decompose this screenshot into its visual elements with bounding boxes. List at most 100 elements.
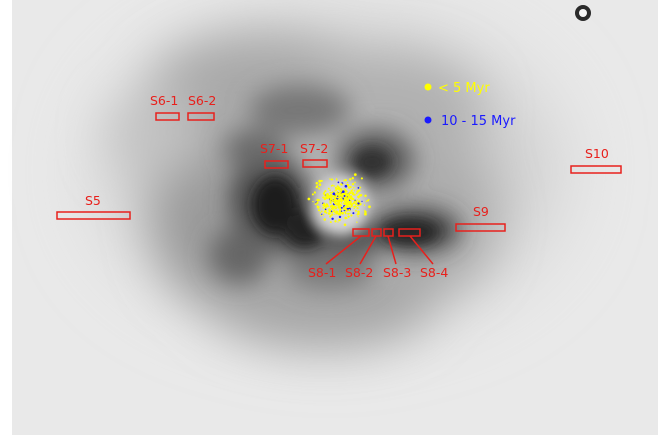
star-dot [317,209,321,212]
star-dot [357,202,360,205]
star-dot [335,199,338,202]
star-dot [353,200,356,202]
star-dot [353,173,357,176]
star-dot [333,209,336,211]
star-dot [315,181,319,185]
star-dot [326,192,328,195]
star-dot [350,214,353,217]
star-dot [349,191,352,194]
star-dot [334,187,338,190]
slit-s10 [570,165,622,174]
star-dot [343,197,347,200]
star-dot [348,209,351,212]
star-dot [340,202,343,204]
star-cluster [307,173,371,226]
star-dot [330,185,333,187]
star-dot [343,179,345,182]
star-dot [343,202,346,205]
star-dot [338,200,341,203]
star-dot [315,185,318,189]
star-dot [334,207,338,210]
star-dot [351,204,353,207]
star-dot [330,193,332,196]
star-dot [313,191,316,194]
star-dot [329,195,333,199]
label-s7-1: S7-1 [260,141,288,156]
star-dot [356,213,359,216]
star-dot [331,217,334,221]
star-dot [348,201,350,203]
star-dot [307,197,311,201]
star-dot [327,212,331,215]
star-dot [357,216,359,218]
star-dot [334,190,336,192]
star-dot [351,177,354,180]
star-dot [337,204,339,206]
star-dot [322,206,324,209]
star-dot [333,206,335,209]
star-dot [347,186,351,189]
star-dot [357,196,360,199]
star-dot [344,212,347,215]
star-dot [347,193,349,196]
star-dot [331,199,334,202]
star-dot [323,210,327,213]
label-s8-1: S8-1 [308,265,336,280]
star-dot [355,202,358,206]
star-dot [351,182,355,186]
star-dot [361,200,363,203]
star-dot [322,196,325,199]
star-dot [341,190,345,194]
star-dot [356,207,359,210]
star-dot [356,221,358,223]
star-dot [316,201,319,205]
star-dot [344,184,348,188]
star-dot [324,208,327,211]
star-dot [316,205,320,209]
star-dot [340,183,343,186]
label-s5: S5 [85,193,101,208]
star-dot [329,200,332,202]
star-dot [330,210,333,213]
slit-s6-2 [187,112,215,121]
star-dot [340,210,343,212]
star-dot [339,188,343,191]
label-s6-1: S6-1 [150,93,178,108]
star-dot [355,192,358,195]
star-dot [323,202,326,205]
star-dot [320,210,323,213]
star-dot [321,213,323,215]
star-dot [344,216,347,220]
star-dot [353,201,356,204]
star-dot [352,212,355,215]
star-dot [347,183,350,186]
star-dot [329,197,332,201]
star-dot [329,214,332,217]
star-dot [312,200,314,203]
label-s8-3: S8-3 [383,265,411,280]
label-s8-2: S8-2 [345,265,373,280]
star-dot [343,188,345,190]
star-dot [356,190,359,193]
star-dot [344,179,347,182]
star-dot [347,195,350,198]
star-dot [318,187,321,190]
star-dot [355,200,358,203]
star-dot [345,199,348,202]
slit-labels: S5 S6-1 S6-2 S7-1 S7-2 S8-1 S8-2 S8-3 S8… [85,93,609,280]
star-dot [329,191,332,194]
star-dot [328,209,332,212]
label-s8-4: S8-4 [420,265,448,280]
star-dot [311,193,314,196]
star-dot [339,191,342,194]
star-dot [345,200,349,204]
star-dot [324,190,327,193]
star-dot [355,209,357,212]
star-dot [334,220,337,223]
star-dot [329,189,331,192]
star-dot [337,200,339,202]
star-dot [354,205,357,208]
s8-leader-lines [325,235,434,265]
star-dot [349,197,353,200]
